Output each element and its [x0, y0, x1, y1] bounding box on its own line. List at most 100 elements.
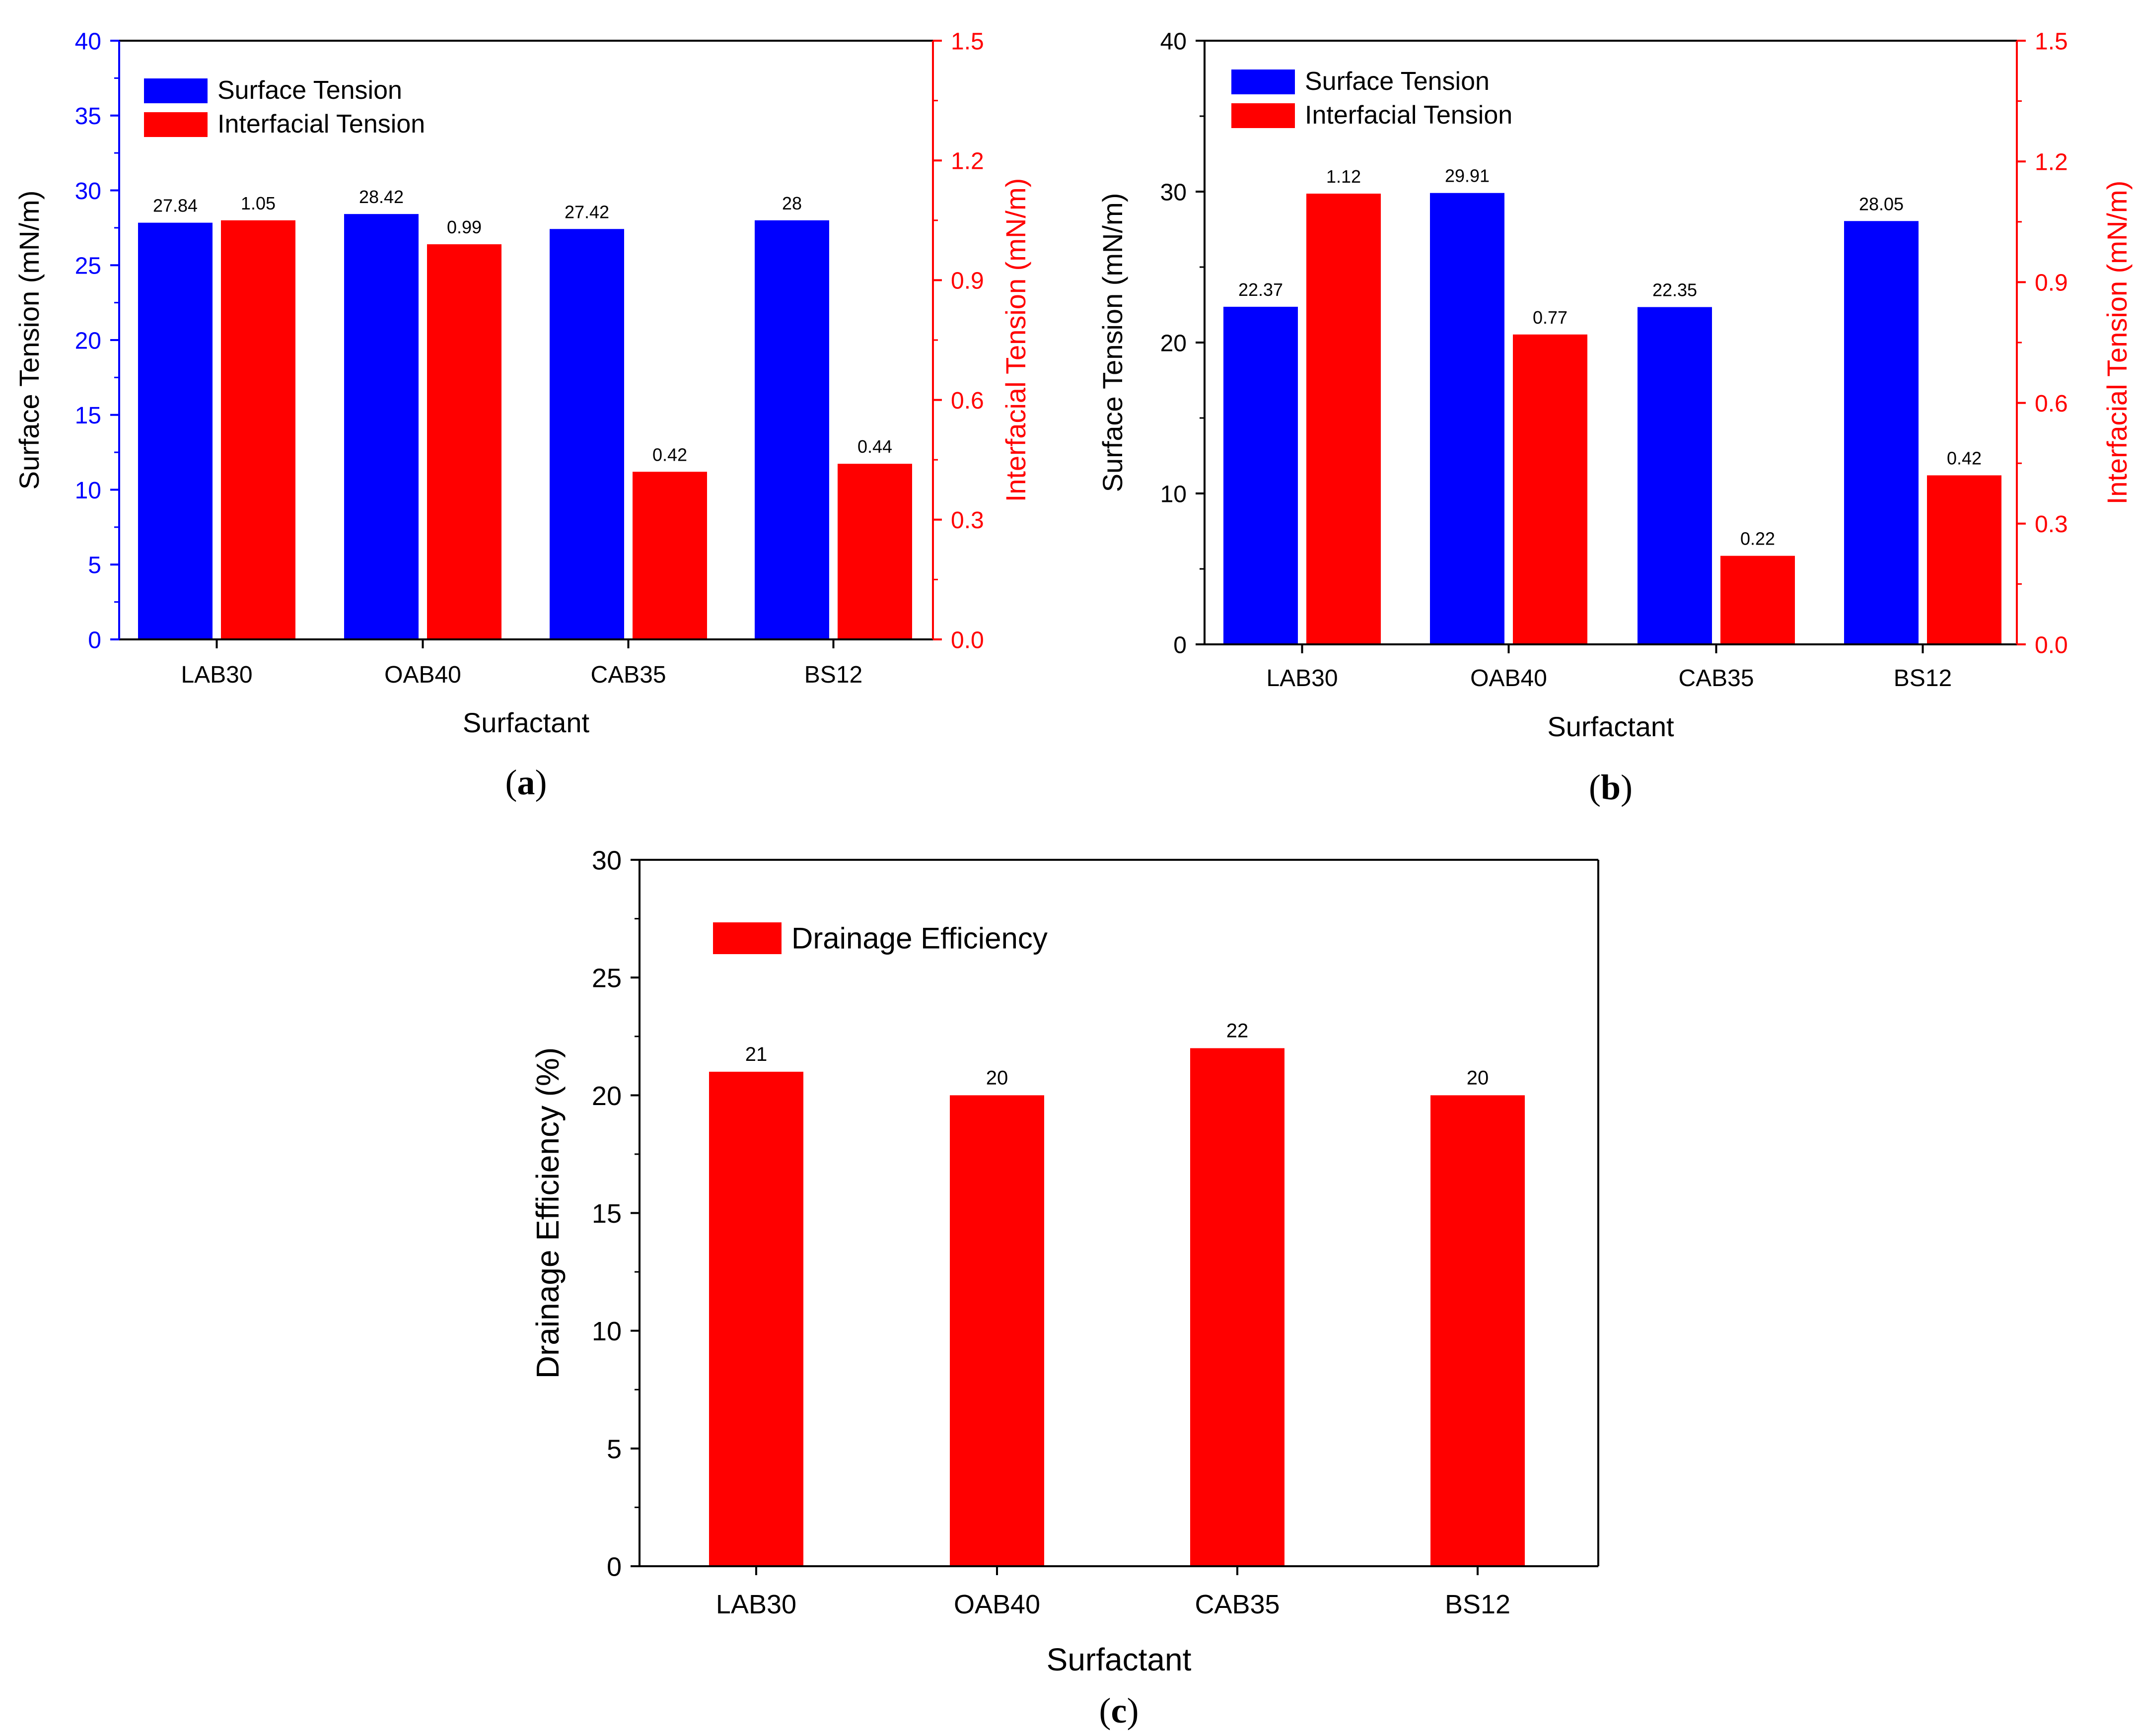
bar-surface-tension-cab35	[1638, 307, 1712, 644]
right-axis-title: Interfacial Tension (mN/m)	[2101, 181, 2133, 505]
right-tick-label: 1.5	[2035, 28, 2068, 55]
bar-interfacial-tension-lab30	[1306, 194, 1381, 644]
left-tick-label: 25	[75, 253, 101, 279]
right-tick-label: 1.5	[951, 28, 984, 55]
bar-surface-tension-lab30	[1223, 306, 1298, 644]
right-tick-label: 0.0	[2035, 632, 2068, 658]
left-tick-label: 40	[75, 28, 101, 55]
left-axis-title: Surface Tension (mN/m)	[13, 191, 45, 490]
data-label: 1.05	[241, 193, 276, 213]
data-label: 0.42	[1947, 448, 1982, 469]
data-label: 20	[1467, 1067, 1489, 1089]
x-tick-label: LAB30	[181, 662, 252, 688]
legend-swatch	[1231, 103, 1295, 128]
data-label: 27.42	[565, 202, 609, 222]
left-tick-label: 10	[75, 478, 101, 504]
legend-swatch	[1231, 69, 1295, 94]
data-label: 22.35	[1652, 280, 1697, 300]
right-tick-label: 0.6	[2035, 391, 2068, 417]
bar-surface-tension-bs12	[1844, 221, 1919, 644]
left-tick-label: 20	[75, 328, 101, 354]
bar-drainage-efficiency-oab40	[950, 1095, 1044, 1566]
left-tick-label: 35	[75, 103, 101, 130]
right-tick-label: 0.6	[951, 388, 984, 414]
x-tick-label: CAB35	[1195, 1590, 1280, 1619]
bar-interfacial-tension-bs12	[1927, 475, 2001, 644]
bar-surface-tension-lab30	[138, 222, 213, 639]
data-label: 1.12	[1326, 166, 1361, 187]
x-tick-label: BS12	[1445, 1590, 1510, 1619]
data-label: 0.22	[1740, 529, 1775, 549]
data-label: 28.42	[359, 187, 404, 207]
legend-label: Drainage Efficiency	[791, 921, 1048, 955]
data-label: 22.37	[1238, 279, 1283, 300]
legend-label: Interfacial Tension	[1305, 101, 1512, 130]
data-label: 0.42	[652, 444, 687, 465]
legend: Drainage Efficiency	[713, 921, 1048, 955]
left-tick-label: 5	[88, 553, 101, 579]
chart-panel-b: 22.37 29.91 22.35 28.05 1.12 0.77 0.22 0.42 0 10 2…	[1097, 28, 2133, 807]
x-tick-label: OAB40	[954, 1590, 1040, 1619]
x-tick-label: BS12	[1894, 665, 1952, 692]
right-tick-label: 0.3	[951, 507, 984, 534]
panel-label: (c)	[1099, 1691, 1139, 1731]
bar-interfacial-tension-cab35	[1720, 556, 1795, 644]
data-label: 0.99	[447, 217, 482, 237]
left-tick-label: 0	[607, 1552, 622, 1582]
data-label: 29.91	[1445, 166, 1490, 186]
legend-label: Surface Tension	[1305, 67, 1490, 96]
left-tick-label: 15	[592, 1199, 622, 1229]
right-axis-title: Interfacial Tension (mN/m)	[1000, 178, 1031, 502]
bar-interfacial-tension-cab35	[633, 472, 707, 639]
data-label: 22	[1226, 1020, 1249, 1042]
left-tick-label: 30	[1160, 179, 1187, 206]
legend-swatch	[713, 922, 782, 954]
chart-panel-a: 27.84 28.42 27.42 28 1.05 0.99 0.42 0.44 0 5 10 15 2…	[13, 28, 1031, 802]
x-tick-label: CAB35	[1678, 665, 1754, 692]
left-tick-label: 30	[75, 178, 101, 205]
bar-surface-tension-oab40	[1430, 193, 1504, 645]
data-label: 28.05	[1859, 194, 1904, 214]
left-tick-label: 25	[592, 964, 622, 993]
left-tick-label: 20	[592, 1081, 622, 1111]
data-label: 0.44	[857, 436, 892, 457]
data-label: 28	[782, 193, 802, 213]
x-tick-label: OAB40	[1470, 665, 1547, 692]
data-label: 0.77	[1533, 307, 1567, 328]
right-tick-label: 0.9	[951, 268, 984, 294]
left-tick-label: 20	[1160, 330, 1187, 356]
left-tick-label: 0	[1173, 632, 1187, 658]
right-tick-label: 1.2	[951, 148, 984, 174]
left-axis-title: Surface Tension (mN/m)	[1097, 193, 1128, 492]
x-tick-label: BS12	[804, 662, 862, 688]
bar-interfacial-tension-bs12	[838, 464, 912, 639]
x-axis-title: Surfactant	[1047, 1642, 1192, 1677]
bar-surface-tension-cab35	[550, 229, 624, 639]
right-tick-label: 0.0	[951, 627, 984, 653]
x-axis-title: Surfactant	[463, 707, 590, 738]
left-tick-label: 0	[88, 627, 101, 653]
legend-label: Surface Tension	[217, 76, 402, 105]
left-tick-label: 5	[607, 1434, 622, 1464]
x-tick-label: OAB40	[384, 662, 461, 688]
x-tick-label: LAB30	[716, 1590, 796, 1619]
bar-drainage-efficiency-cab35	[1190, 1048, 1284, 1566]
data-label: 20	[986, 1067, 1008, 1089]
legend-label: Interfacial Tension	[217, 110, 425, 139]
bar-interfacial-tension-oab40	[427, 244, 501, 639]
bar-surface-tension-bs12	[755, 220, 829, 639]
legend-swatch	[144, 112, 208, 137]
legend: Surface Tension Interfacial Tension	[144, 76, 425, 139]
x-axis-title: Surfactant	[1547, 711, 1674, 742]
panel-label: (b)	[1589, 767, 1633, 807]
bar-interfacial-tension-lab30	[221, 220, 295, 639]
left-axis-title: Drainage Efficiency (%)	[530, 1047, 566, 1379]
bar-interfacial-tension-oab40	[1513, 334, 1587, 644]
bar-drainage-efficiency-lab30	[709, 1071, 803, 1566]
legend-swatch	[144, 78, 208, 103]
bar-surface-tension-oab40	[344, 214, 419, 640]
left-tick-label: 10	[592, 1317, 622, 1346]
legend: Surface Tension Interfacial Tension	[1231, 67, 1512, 130]
left-tick-label: 10	[1160, 481, 1187, 507]
